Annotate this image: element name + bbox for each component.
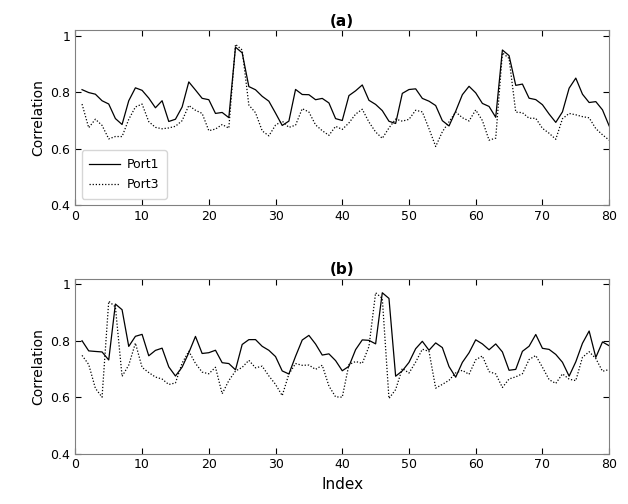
Port1 xyxy=(78,87,86,93)
Port3 xyxy=(405,116,413,122)
Y-axis label: Correlation: Correlation xyxy=(31,328,45,405)
Line: Port3: Port3 xyxy=(82,44,609,147)
Port1 xyxy=(318,95,326,101)
Port3 xyxy=(399,118,406,124)
Port3 xyxy=(559,116,566,122)
Port1 xyxy=(232,44,239,50)
Port3 xyxy=(425,125,433,132)
Port1 xyxy=(405,87,413,93)
Port3 xyxy=(318,128,326,134)
Port1 xyxy=(605,123,613,129)
Port1 xyxy=(452,108,460,114)
Port3 xyxy=(605,137,613,143)
Y-axis label: Correlation: Correlation xyxy=(31,79,45,156)
Port3 xyxy=(452,109,460,115)
Legend: Port1, Port3: Port1, Port3 xyxy=(82,150,166,199)
X-axis label: Index: Index xyxy=(321,477,364,492)
Title: (b): (b) xyxy=(330,263,355,278)
Port3 xyxy=(78,101,86,107)
Port3 xyxy=(432,144,440,150)
Line: Port1: Port1 xyxy=(82,47,609,126)
Port1 xyxy=(399,90,406,96)
Port1 xyxy=(559,109,566,115)
Port1 xyxy=(445,123,453,129)
Title: (a): (a) xyxy=(330,14,354,29)
Port3 xyxy=(232,41,239,47)
Port1 xyxy=(425,98,433,104)
